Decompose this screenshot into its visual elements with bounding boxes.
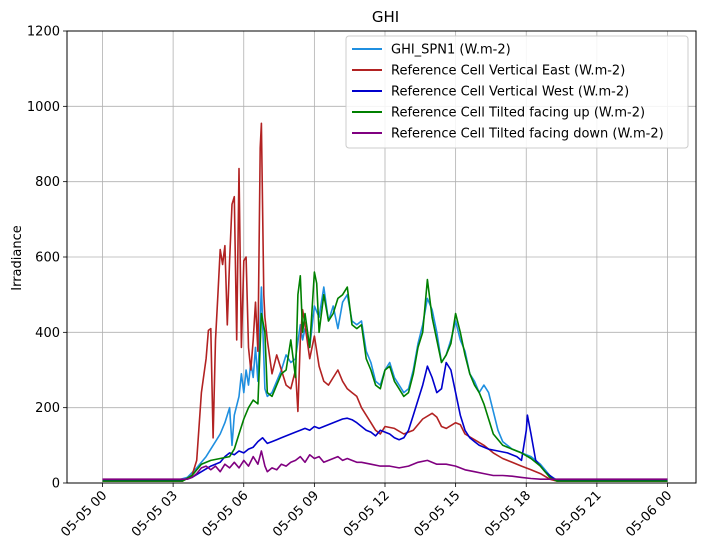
legend-label: Reference Cell Tilted facing up (W.m-2)	[391, 106, 645, 121]
y-tick-label: 1000	[27, 100, 60, 115]
series-line	[102, 122, 668, 482]
series-line	[102, 271, 668, 482]
y-axis-label: Irradiance	[10, 225, 25, 290]
series-line	[102, 450, 668, 480]
grid	[67, 30, 696, 484]
y-tick-label: 800	[35, 175, 60, 190]
y-tick-label: 1200	[27, 25, 60, 40]
chart-title: GHI	[372, 8, 399, 26]
y-tick-label: 0	[52, 477, 60, 492]
legend-label: Reference Cell Tilted facing down (W.m-2…	[391, 127, 664, 142]
legend-label: Reference Cell Vertical West (W.m-2)	[391, 85, 629, 100]
y-tick-label: 600	[35, 251, 60, 266]
series-line	[102, 286, 668, 481]
legend-label: Reference Cell Vertical East (W.m-2)	[391, 64, 625, 79]
legend-box	[345, 35, 689, 149]
y-axis: 0 200 400 600 800 1000 1200	[27, 25, 67, 492]
y-tick-label: 200	[35, 401, 60, 416]
legend-label: GHI_SPN1 (W.m-2)	[391, 43, 511, 58]
series-layer	[102, 122, 668, 482]
y-tick-label: 400	[35, 326, 60, 341]
series-line	[102, 361, 668, 482]
legend: GHI_SPN1 (W.m-2) Reference Cell Vertical …	[345, 35, 689, 149]
